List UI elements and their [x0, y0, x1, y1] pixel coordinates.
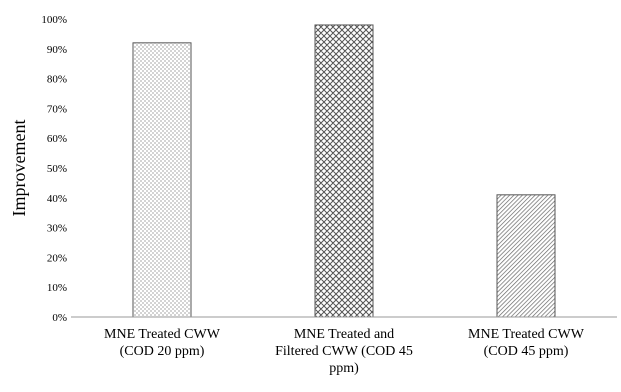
y-tick-label: 50%	[47, 163, 67, 175]
y-tick-label: 30%	[47, 223, 67, 235]
y-tick-label: 20%	[47, 252, 67, 264]
x-tick-label: MNE Treated and Filtered CWW (COD 45 ppm)	[275, 327, 413, 376]
y-tick-label: 40%	[47, 193, 67, 205]
bar-3	[496, 194, 556, 318]
y-axis-label: Improvement	[9, 120, 29, 217]
bar-1	[132, 42, 192, 318]
x-tick-label-line: MNE Treated CWW	[104, 327, 221, 342]
x-tick-label-line: MNE Treated and	[294, 327, 394, 342]
y-tick-label: 100%	[41, 14, 67, 26]
y-tick-label: 70%	[47, 103, 67, 115]
x-tick-label: MNE Treated CWW (COD 45 ppm)	[468, 327, 585, 359]
x-tick-label-line: (COD 20 ppm)	[120, 344, 205, 359]
x-tick-label-line: (COD 45 ppm)	[484, 344, 569, 359]
bar-2	[314, 24, 374, 318]
y-tick-label: 90%	[47, 44, 67, 56]
y-tick-label: 60%	[47, 133, 67, 145]
x-tick-label-line: Filtered CWW (COD 45	[275, 344, 413, 359]
x-axis-labels: MNE Treated CWW (COD 20 ppm) MNE Treated a…	[104, 327, 585, 376]
bars	[132, 24, 556, 318]
x-tick-label: MNE Treated CWW (COD 20 ppm)	[104, 327, 221, 359]
x-tick-label-line: ppm)	[329, 361, 359, 376]
y-tick-label: 0%	[52, 312, 67, 324]
y-tick-label: 10%	[47, 282, 67, 294]
y-tick-label: 80%	[47, 74, 67, 86]
y-axis-ticks: 0% 10% 20% 30% 40% 50% 60% 70% 80% 90% 100%	[41, 14, 67, 324]
x-tick-label-line: MNE Treated CWW	[468, 327, 585, 342]
